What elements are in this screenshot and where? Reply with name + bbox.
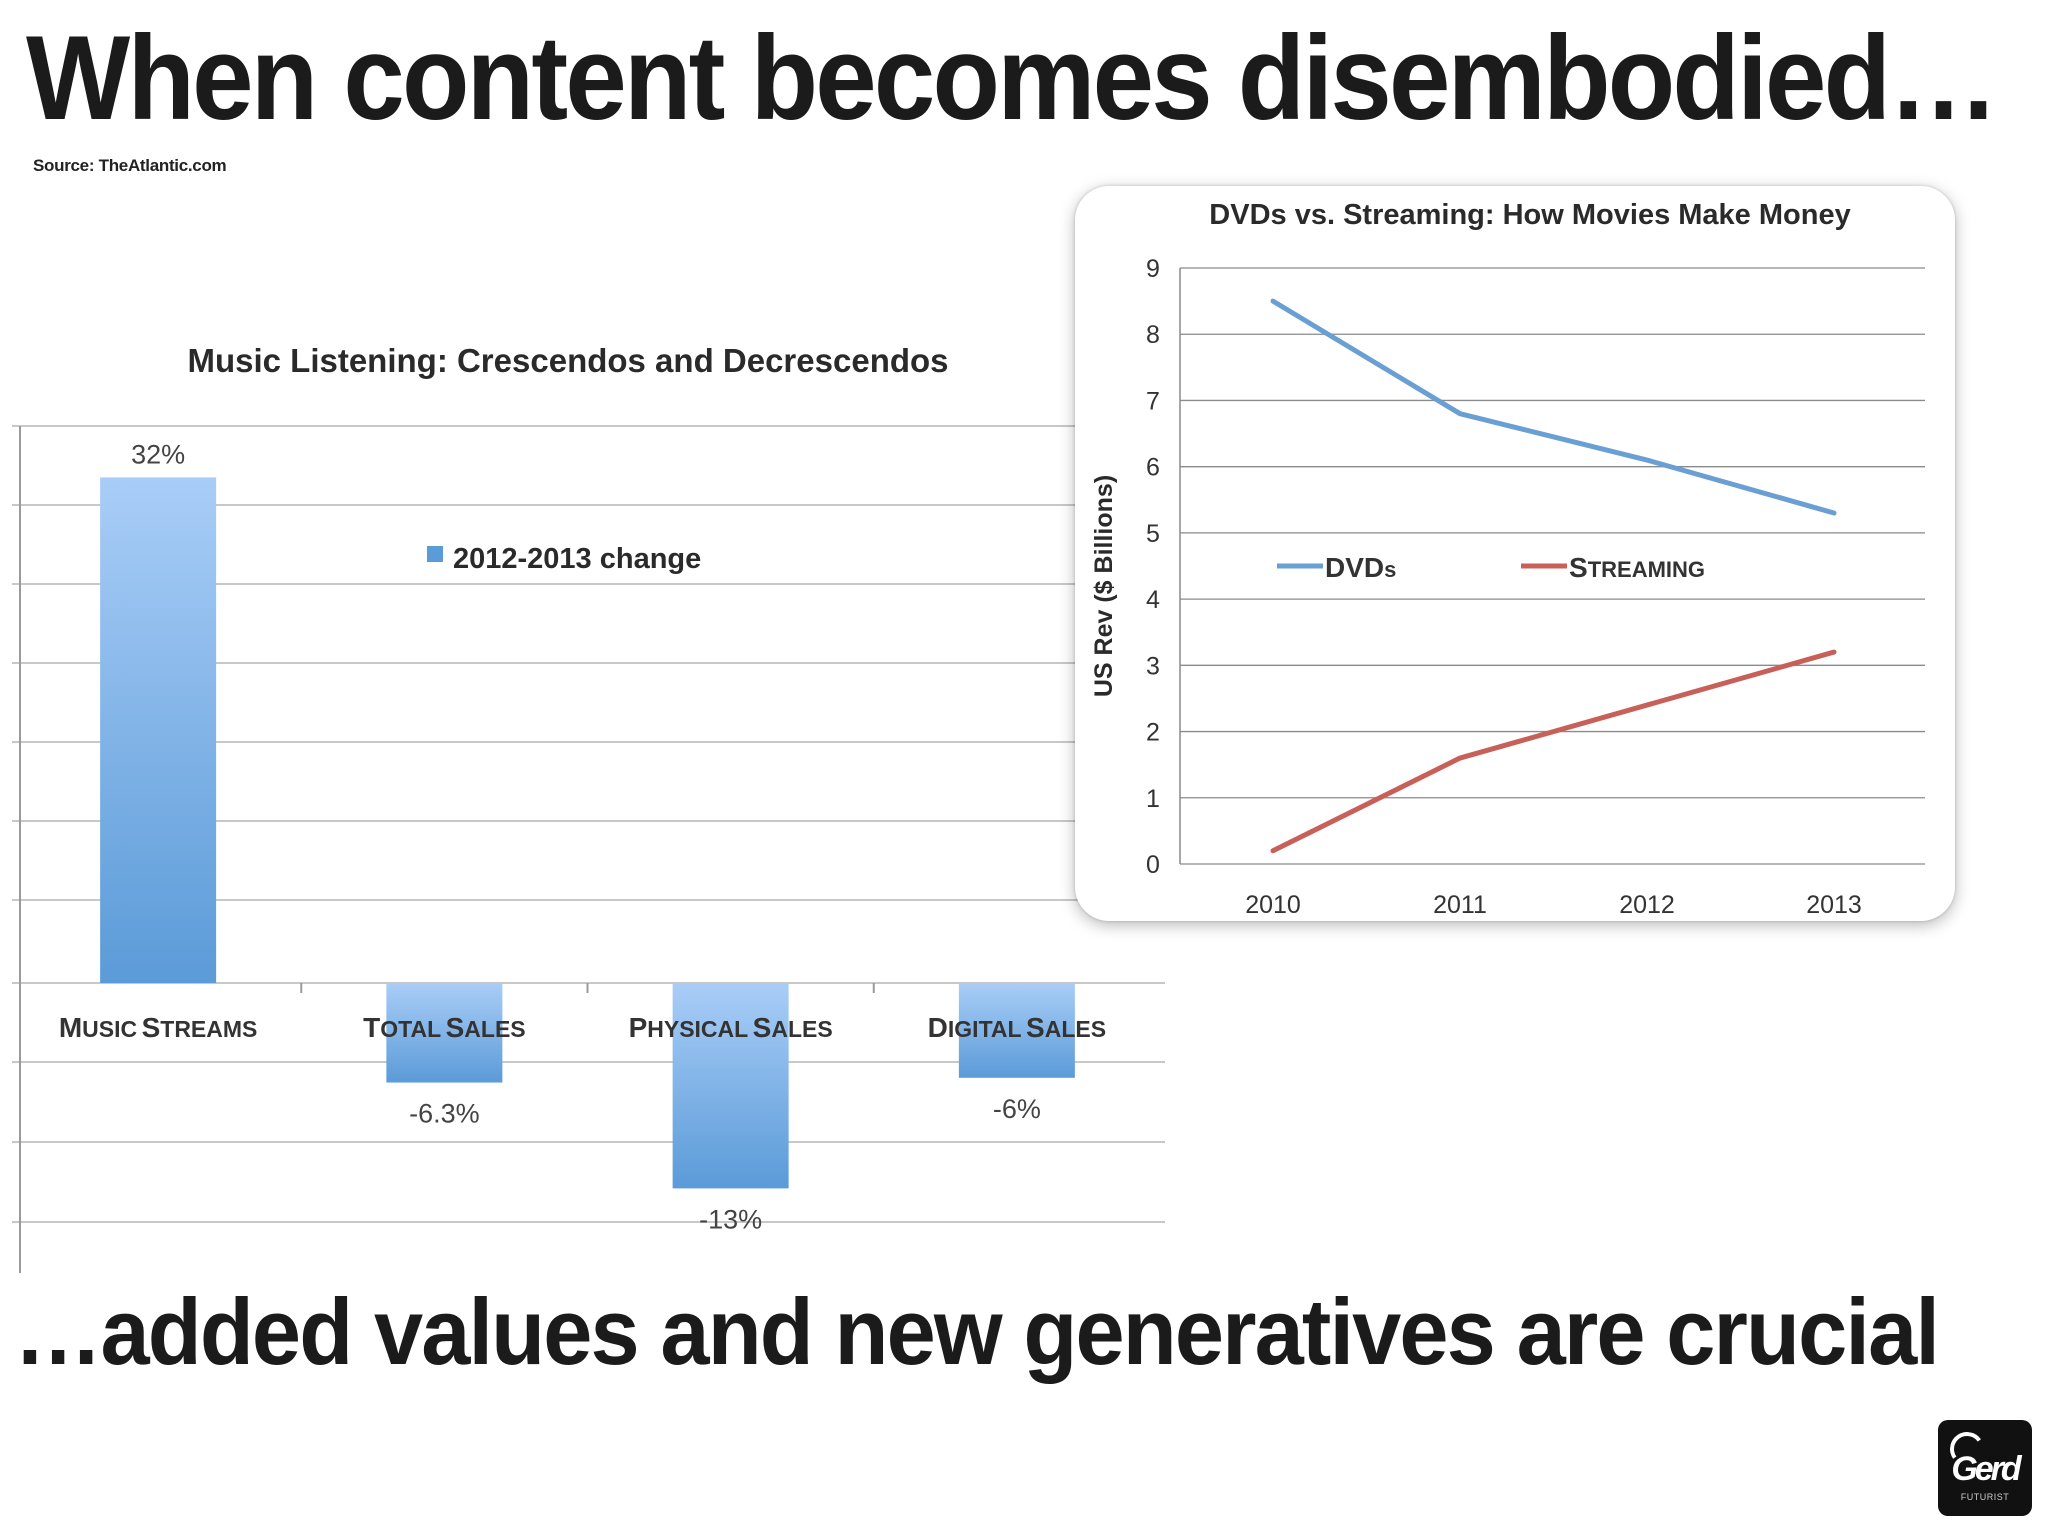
category-label: TOTAL SALES xyxy=(363,1012,526,1043)
y-axis-label: US Rev ($ Billions) xyxy=(1090,475,1118,697)
y-tick-label: 1 xyxy=(1146,785,1160,813)
footer-tagline: …added values and new generatives are cr… xyxy=(14,1279,1940,1384)
x-tick-label: 2010 xyxy=(1245,891,1301,919)
y-tick-label: 3 xyxy=(1146,652,1160,680)
y-tick-label: 9 xyxy=(1146,255,1160,283)
bar xyxy=(100,477,217,983)
y-tick-label: 7 xyxy=(1146,387,1160,415)
category-label: PHYSICAL SALES xyxy=(629,1012,833,1043)
movie-chart-card: DVDs vs. Streaming: How Movies Make Mone… xyxy=(1075,186,1955,921)
x-tick-label: 2012 xyxy=(1619,891,1675,919)
bar xyxy=(672,983,789,1189)
logo-wordmark: Gerd xyxy=(1951,1450,2021,1488)
headline: When content becomes disembodied… xyxy=(26,11,1999,145)
y-tick-label: 2 xyxy=(1146,719,1160,747)
category-label: MUSIC STREAMS xyxy=(59,1012,258,1043)
logo-tagline: FUTURIST xyxy=(1960,1492,2010,1502)
y-tick-label: 6 xyxy=(1146,454,1160,482)
bar-data-label: 32% xyxy=(131,439,185,469)
bar-data-label: -6% xyxy=(993,1094,1041,1124)
x-tick-label: 2011 xyxy=(1433,891,1487,919)
music-chart-title: Music Listening: Crescendos and Decresce… xyxy=(187,342,948,379)
legend-swatch xyxy=(427,546,443,562)
bar xyxy=(386,983,503,1083)
y-tick-label: 0 xyxy=(1146,851,1160,879)
legend-streaming-label: STREAMING xyxy=(1569,552,1705,583)
y-tick-label: 4 xyxy=(1146,586,1160,614)
bar-data-label: -6.3% xyxy=(409,1099,480,1129)
y-tick-label: 8 xyxy=(1146,321,1160,349)
dvds-line xyxy=(1270,298,1837,516)
legend-label: 2012-2013 change xyxy=(453,543,701,575)
gerd-logo: Gerd FUTURIST xyxy=(1938,1420,2032,1516)
bar xyxy=(958,983,1075,1078)
movie-chart-title: DVDs vs. Streaming: How Movies Make Mone… xyxy=(1209,199,1850,231)
bar-data-label: -13% xyxy=(699,1204,762,1234)
y-tick-label: 5 xyxy=(1146,520,1160,548)
x-tick-label: 2013 xyxy=(1806,891,1862,919)
music-chart: Music Listening: Crescendos and Decresce… xyxy=(12,342,1165,1273)
category-label: DIGITAL SALES xyxy=(928,1012,1106,1043)
legend-dvds-label: DVDs xyxy=(1325,552,1396,583)
source-note: Source: TheAtlantic.com xyxy=(33,156,227,175)
movie-chart: DVDs vs. Streaming: How Movies Make Mone… xyxy=(1090,199,1925,919)
streaming-line xyxy=(1270,649,1837,854)
